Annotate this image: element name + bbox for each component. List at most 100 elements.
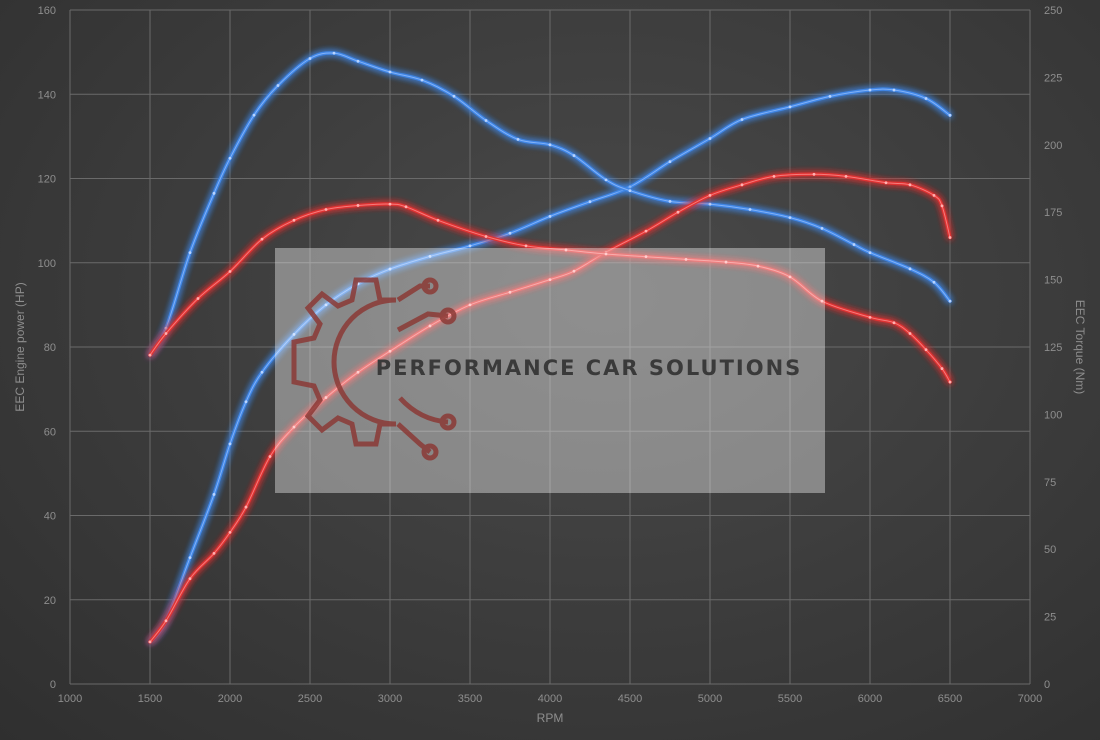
- left-axis-title: EEC Engine power (HP): [13, 282, 27, 411]
- red-power-point: [268, 455, 272, 458]
- red-power-point: [772, 174, 776, 178]
- red-torque-point: [868, 315, 872, 319]
- blue-power-point: [548, 215, 552, 218]
- blue-torque-point: [356, 59, 360, 63]
- red-torque-series: [148, 202, 952, 384]
- blue-power-point: [292, 332, 296, 336]
- red-power-point: [740, 183, 744, 187]
- left-tick-label: 20: [44, 595, 56, 607]
- axis-ticks: 1000 1500 2000 2500 3000 3500 4000 4500 5000 5500…: [38, 5, 1063, 705]
- red-power-point: [708, 193, 712, 197]
- blue-torque-point: [276, 84, 280, 87]
- red-power-point: [228, 530, 232, 534]
- red-power-point: [812, 172, 816, 176]
- red-power-point: [388, 349, 392, 353]
- red-power-point: [884, 181, 888, 185]
- blue-power-point: [868, 88, 872, 92]
- red-power-point: [188, 577, 192, 581]
- right-tick-label: 125: [1044, 342, 1062, 354]
- blue-power-point: [468, 244, 472, 248]
- blue-power-point: [588, 200, 592, 204]
- blue-torque-point: [388, 70, 392, 74]
- red-power-point: [908, 183, 912, 187]
- red-power-point: [844, 174, 848, 178]
- left-tick-label: 40: [44, 511, 56, 523]
- x-axis-title: RPM: [537, 711, 564, 725]
- blue-torque-point: [628, 189, 632, 193]
- blue-power-point: [740, 118, 744, 121]
- blue-torque-point: [164, 326, 168, 330]
- red-torque-point: [260, 237, 264, 241]
- red-power-point: [164, 619, 168, 623]
- blue-power-point: [668, 160, 672, 164]
- blue-power-point: [428, 255, 432, 258]
- blue-power-point: [948, 113, 952, 117]
- blue-torque-point: [932, 280, 936, 284]
- x-tick-label: 1000: [58, 693, 82, 705]
- red-torque-point: [948, 380, 952, 384]
- red-power-point: [940, 204, 944, 208]
- red-torque-point: [228, 270, 232, 273]
- red-torque-point: [484, 235, 488, 238]
- blue-torque-point: [516, 138, 520, 141]
- blue-torque-point: [308, 57, 312, 60]
- blue-torque-point: [252, 113, 256, 117]
- blue-torque-point: [708, 202, 712, 206]
- blue-power-point: [788, 105, 792, 109]
- blue-power-point: [628, 185, 632, 189]
- blue-torque-point: [452, 94, 456, 98]
- x-tick-label: 4000: [538, 693, 562, 705]
- right-axis-title: EEC Torque (Nm): [1073, 300, 1087, 394]
- blue-torque-point: [908, 267, 912, 271]
- red-power-point: [428, 324, 432, 328]
- right-tick-label: 250: [1044, 5, 1062, 17]
- x-tick-label: 4500: [618, 693, 642, 705]
- red-torque-point: [724, 260, 728, 264]
- red-torque-point: [436, 218, 440, 222]
- blue-torque-point: [852, 243, 856, 246]
- red-torque-point: [324, 208, 328, 211]
- blue-power-point: [708, 137, 712, 140]
- blue-torque-point: [748, 208, 752, 211]
- x-tick-label: 2500: [298, 693, 322, 705]
- x-tick-label: 1500: [138, 693, 162, 705]
- blue-torque-point: [332, 51, 336, 55]
- blue-power-point: [388, 267, 392, 271]
- left-tick-label: 140: [38, 89, 56, 101]
- red-torque-point: [604, 252, 608, 256]
- blue-torque-point: [820, 226, 824, 230]
- blue-torque-point: [228, 156, 232, 160]
- red-torque-point: [940, 367, 944, 370]
- watermark: PERFORMANCE CAR SOLUTIONS: [275, 248, 825, 493]
- watermark-panel: [275, 248, 825, 493]
- red-power-point: [148, 640, 152, 644]
- blue-torque-point: [604, 178, 608, 182]
- right-tick-label: 175: [1044, 207, 1062, 219]
- x-tick-label: 6500: [938, 693, 962, 705]
- red-power-point: [508, 290, 512, 294]
- blue-power-point: [828, 94, 832, 98]
- blue-torque-point: [668, 200, 672, 203]
- red-power-point: [324, 396, 328, 399]
- blue-torque-point: [420, 78, 424, 82]
- right-tick-label: 50: [1044, 544, 1056, 556]
- red-torque-point: [292, 218, 296, 222]
- red-power-point: [572, 269, 576, 273]
- right-tick-label: 200: [1044, 140, 1062, 152]
- red-torque-point: [388, 202, 392, 206]
- blue-torque-point: [212, 191, 216, 195]
- red-torque-point: [164, 332, 168, 335]
- red-torque-point: [684, 257, 688, 261]
- blue-torque-point: [484, 119, 488, 122]
- red-power-point: [948, 236, 952, 239]
- grid: [69, 9, 1031, 685]
- red-torque-point: [644, 255, 648, 259]
- blue-power-point: [212, 493, 216, 496]
- red-torque-point: [924, 348, 928, 352]
- red-power-point: [468, 303, 472, 307]
- blue-power-point: [244, 400, 248, 404]
- left-tick-label: 80: [44, 342, 56, 354]
- left-tick-label: 120: [38, 174, 56, 186]
- red-power-point: [676, 210, 680, 214]
